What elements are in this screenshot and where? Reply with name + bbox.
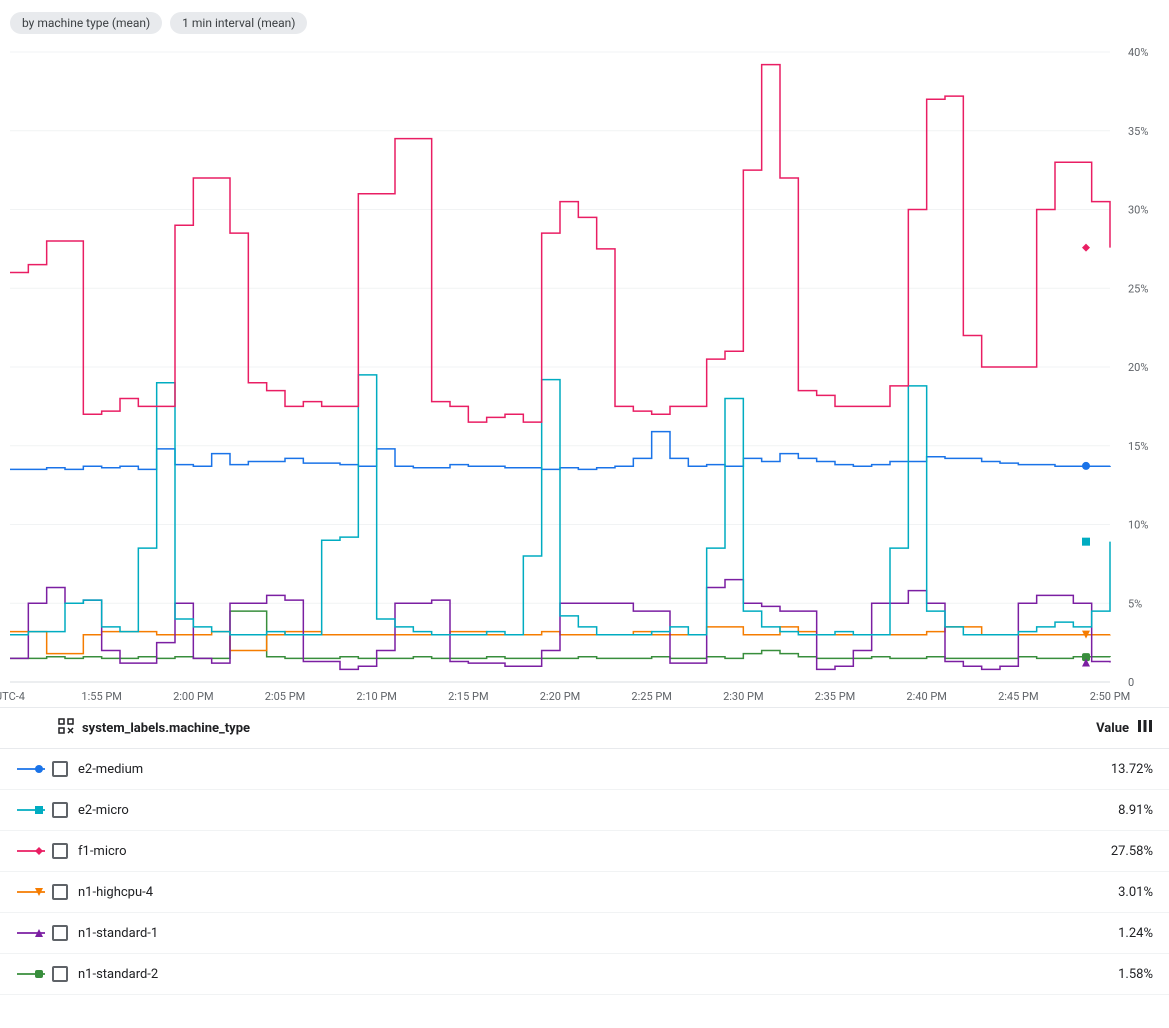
series-name: n1-standard-1 (78, 926, 158, 941)
svg-text:40%: 40% (1128, 46, 1148, 59)
series-value: 1.24% (1118, 926, 1153, 941)
series-marker-icon (16, 925, 46, 941)
series-name: n1-standard-2 (78, 967, 158, 982)
svg-text:10%: 10% (1128, 519, 1148, 532)
metrics-panel: by machine type (mean) 1 min interval (m… (0, 0, 1169, 995)
series-name: e2-micro (78, 803, 129, 818)
svg-text:2:20 PM: 2:20 PM (540, 690, 580, 703)
svg-text:1:55 PM: 1:55 PM (81, 690, 121, 703)
svg-text:0: 0 (1128, 676, 1134, 689)
svg-text:2:50 PM: 2:50 PM (1090, 690, 1130, 703)
series-value: 13.72% (1111, 762, 1153, 777)
legend-header-label: system_labels.machine_type (82, 721, 250, 736)
legend-header: system_labels.machine_type Value (0, 707, 1169, 749)
series-marker-icon (16, 802, 46, 818)
series-visibility-checkbox[interactable] (52, 761, 68, 777)
series-name: e2-medium (78, 762, 143, 777)
series-value: 1.58% (1118, 967, 1153, 982)
svg-text:5%: 5% (1128, 597, 1142, 610)
legend-row-n1-standard-2[interactable]: n1-standard-2 1.58% (0, 954, 1169, 995)
svg-text:2:00 PM: 2:00 PM (173, 690, 213, 703)
time-series-chart[interactable]: 0 5% 10% 15% 20% 25% 30% 35% 40% UTC-4 1:55 PM 2:00… (0, 42, 1169, 707)
series-value: 27.58% (1111, 844, 1153, 859)
series-visibility-checkbox[interactable] (52, 966, 68, 982)
series-visibility-checkbox[interactable] (52, 843, 68, 859)
series-name: n1-highcpu-4 (78, 885, 153, 900)
series-marker-icon (16, 884, 46, 900)
series-visibility-checkbox[interactable] (52, 802, 68, 818)
svg-text:2:40 PM: 2:40 PM (906, 690, 946, 703)
svg-text:20%: 20% (1128, 361, 1148, 374)
svg-text:25%: 25% (1128, 282, 1148, 295)
svg-text:2:30 PM: 2:30 PM (723, 690, 763, 703)
columns-icon[interactable] (1137, 718, 1153, 738)
series-value: 3.01% (1118, 885, 1153, 900)
series-visibility-checkbox[interactable] (52, 925, 68, 941)
legend-row-n1-standard-1[interactable]: n1-standard-1 1.24% (0, 913, 1169, 954)
series-marker-icon (16, 761, 46, 777)
series-visibility-checkbox[interactable] (52, 884, 68, 900)
svg-text:2:25 PM: 2:25 PM (631, 690, 671, 703)
breakdown-icon (58, 718, 74, 738)
svg-text:2:10 PM: 2:10 PM (356, 690, 396, 703)
chart-svg: 0 5% 10% 15% 20% 25% 30% 35% 40% UTC-4 1:55 PM 2:00… (0, 42, 1169, 707)
series-marker-icon (16, 843, 46, 859)
legend-row-e2-micro[interactable]: e2-micro 8.91% (0, 790, 1169, 831)
svg-text:15%: 15% (1128, 440, 1148, 453)
legend-rows: e2-medium 13.72% e2-micro 8.91% f1-micro 27.5… (0, 749, 1169, 995)
filter-chips-row: by machine type (mean) 1 min interval (m… (0, 0, 1169, 42)
series-value: 8.91% (1118, 803, 1153, 818)
svg-text:2:45 PM: 2:45 PM (998, 690, 1038, 703)
series-marker-icon (16, 966, 46, 982)
svg-text:30%: 30% (1128, 204, 1148, 217)
interval-chip[interactable]: 1 min interval (mean) (170, 12, 307, 34)
svg-text:2:15 PM: 2:15 PM (448, 690, 488, 703)
legend-row-f1-micro[interactable]: f1-micro 27.58% (0, 831, 1169, 872)
svg-text:2:35 PM: 2:35 PM (815, 690, 855, 703)
legend-value-header: Value (1096, 721, 1129, 736)
legend-row-n1-highcpu-4[interactable]: n1-highcpu-4 3.01% (0, 872, 1169, 913)
svg-text:35%: 35% (1128, 125, 1148, 138)
legend-row-e2-medium[interactable]: e2-medium 13.72% (0, 749, 1169, 790)
groupby-chip[interactable]: by machine type (mean) (10, 12, 162, 34)
series-name: f1-micro (78, 844, 126, 859)
svg-text:UTC-4: UTC-4 (0, 690, 25, 703)
svg-text:2:05 PM: 2:05 PM (265, 690, 305, 703)
